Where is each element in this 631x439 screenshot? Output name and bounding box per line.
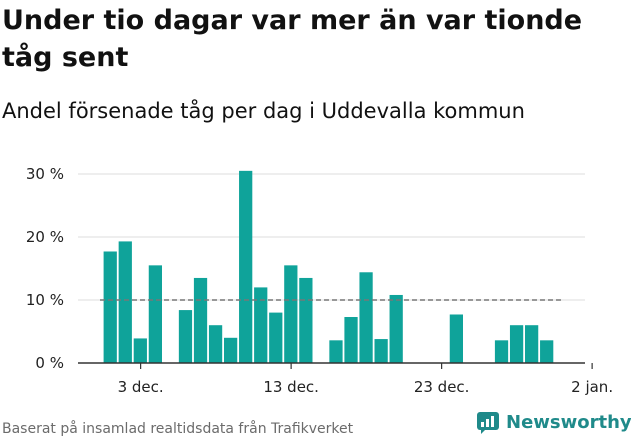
bar [178,310,193,363]
x-tick-label: 23 dec. [414,378,470,396]
bar [344,317,358,363]
bar [224,337,238,363]
bar [118,241,132,363]
y-tick-label: 10 % [26,291,64,309]
source-note: Baserat på insamlad realtidsdata från Tr… [2,421,354,437]
bar [103,251,117,363]
x-tick-label: 2 jan. [571,378,613,396]
bar [540,340,554,363]
y-axis-labels: 0 % 10 % 20 % 30 % [26,165,64,372]
x-tick-label: 3 dec. [118,378,164,396]
bar [525,325,539,363]
bar [239,170,253,363]
bar [269,312,283,363]
brand-logo: Newsworthy [476,408,631,436]
bar [329,340,343,363]
bar [299,277,313,363]
x-tick-label: 13 dec. [263,378,319,396]
y-tick-label: 30 % [26,165,64,183]
bar [449,314,463,363]
bar [208,325,223,363]
bar [284,265,298,363]
bar [374,339,388,363]
bar [359,272,373,363]
bar [254,287,268,363]
bar [148,265,162,363]
bar [389,294,403,363]
brand-name: Newsworthy [506,411,631,433]
bar [494,340,509,363]
chart-title: Under tio dagar var mer än var tionde tå… [2,5,583,73]
y-tick-label: 20 % [26,228,64,246]
bar [133,338,147,363]
bar-chart: 0 % 10 % 20 % 30 % 3 dec. 13 dec. 23 dec. 2 ja… [26,165,613,396]
x-axis: 3 dec. 13 dec. 23 dec. 2 jan. [78,362,613,396]
chart-subtitle: Andel försenade tåg per dag i Uddevalla … [2,99,525,123]
newsworthy-logo-icon [477,412,499,434]
bar [193,277,208,363]
bar [509,325,524,363]
y-tick-label: 0 % [35,354,64,372]
bar-series [103,170,554,363]
